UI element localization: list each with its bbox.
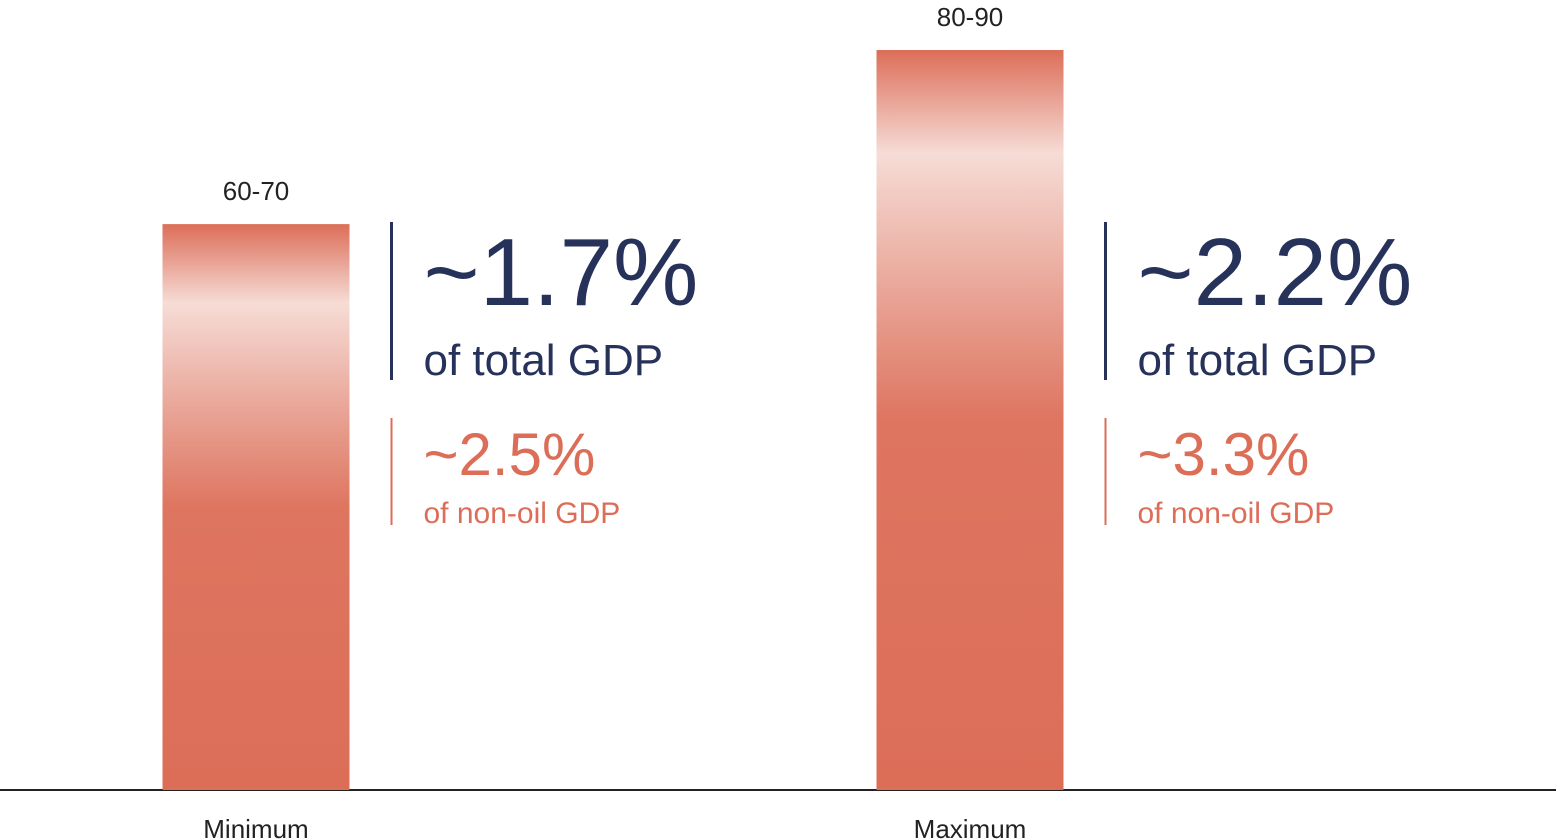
annotation-sub: ~2.5%	[424, 421, 596, 488]
annotation-sub: ~3.3%	[1138, 421, 1310, 488]
value-label: 60-70	[223, 176, 290, 206]
x-tick-label: Maximum	[914, 814, 1027, 840]
x-tick-label: Minimum	[203, 814, 308, 840]
annotation-main: ~1.7%	[424, 219, 699, 326]
annotation-sub-label: of non-oil GDP	[424, 497, 621, 530]
bar	[876, 50, 1064, 790]
annotation-main-label: of total GDP	[1138, 336, 1378, 385]
bar	[162, 224, 350, 790]
annotation-main-label: of total GDP	[424, 336, 664, 385]
annotation-main: ~2.2%	[1138, 219, 1413, 326]
annotation-sub-label: of non-oil GDP	[1138, 497, 1335, 530]
value-label: 80-90	[937, 2, 1004, 32]
